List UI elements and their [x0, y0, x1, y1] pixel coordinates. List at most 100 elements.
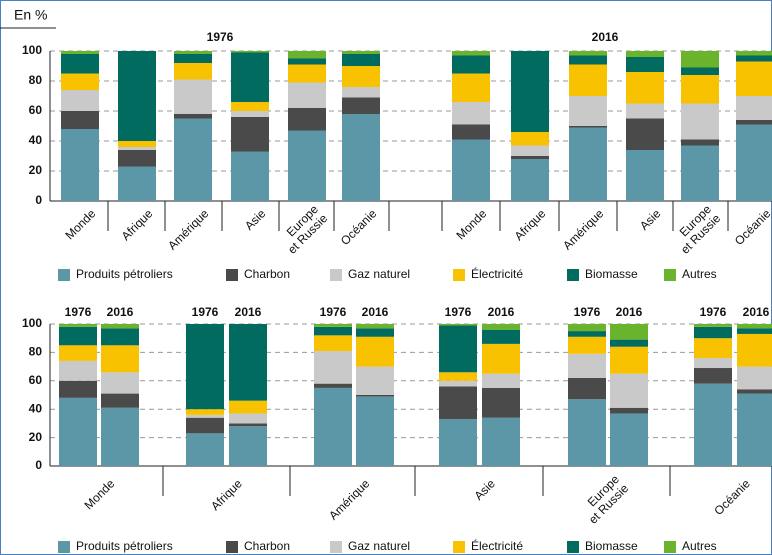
bar-segment — [174, 114, 212, 119]
bar-segment — [229, 400, 267, 414]
bar-segment — [231, 51, 269, 53]
bar-segment — [101, 407, 139, 466]
legend-swatch — [330, 269, 342, 281]
bar-segment — [626, 57, 664, 72]
bar-segment — [569, 126, 607, 128]
bar-segment — [511, 159, 549, 201]
x-tick-label: Amérique — [326, 476, 372, 522]
bar-segment — [61, 111, 99, 129]
year-label: 2016 — [107, 305, 134, 319]
bar-segment — [694, 326, 732, 339]
bar-segment — [737, 333, 772, 367]
y-tick-label: 40 — [29, 133, 43, 147]
x-tick-label: Afrique — [119, 206, 156, 243]
bar-segment — [439, 419, 477, 466]
bar-segment — [626, 150, 664, 201]
bar-segment — [452, 73, 490, 102]
bar-segment — [186, 409, 224, 415]
bar-segment — [59, 380, 97, 398]
bar-segment — [736, 61, 772, 96]
bar-segment — [288, 58, 326, 65]
bar-segment — [61, 73, 99, 90]
bar-segment — [59, 324, 97, 327]
x-tick-label: Océanie — [338, 206, 380, 248]
bar-segment — [452, 55, 490, 74]
legend-swatch — [664, 269, 676, 281]
y-tick-label: 0 — [35, 193, 42, 207]
year-label: 2016 — [488, 305, 515, 319]
x-tick-label: Asie — [637, 206, 664, 233]
bar-segment — [568, 353, 606, 378]
bar-segment — [356, 396, 394, 466]
legend-label: Gaz naturel — [348, 267, 410, 281]
bar-segment — [511, 51, 549, 132]
year-label: 1976 — [65, 305, 92, 319]
x-tick-label: Monde — [454, 206, 490, 242]
bar-segment — [569, 127, 607, 201]
bar-segment — [482, 373, 520, 388]
bar-segment — [482, 324, 520, 330]
legend-label: Biomasse — [585, 267, 638, 281]
bar-segment — [101, 345, 139, 373]
bar-segment — [118, 51, 156, 141]
bar-segment — [568, 324, 606, 332]
year-label: 2016 — [362, 305, 389, 319]
bar-segment — [356, 336, 394, 367]
bar-segment — [101, 393, 139, 408]
year-label: 1976 — [207, 30, 234, 44]
bar-segment — [118, 141, 156, 147]
bar-segment — [186, 433, 224, 466]
bar-segment — [439, 386, 477, 420]
bar-segment — [694, 324, 732, 327]
bar-segment — [439, 325, 477, 373]
bar-segment — [59, 345, 97, 361]
bar-segment — [342, 51, 380, 54]
bar-segment — [694, 383, 732, 466]
bar-segment — [229, 423, 267, 427]
bar-segment — [681, 139, 719, 146]
bar-segment — [101, 324, 139, 329]
bar-segment — [737, 324, 772, 329]
bar-segment — [342, 54, 380, 66]
bar-segment — [452, 102, 490, 125]
bar-segment — [610, 339, 648, 347]
bar-segment — [314, 383, 352, 388]
x-tick-label: Amérique — [165, 206, 211, 252]
bar-segment — [59, 397, 97, 466]
year-label: 2016 — [743, 305, 770, 319]
year-label: 2016 — [235, 305, 262, 319]
bar-segment — [231, 52, 269, 102]
bar-segment — [342, 87, 380, 98]
legend-label: Autres — [682, 267, 717, 281]
bar-segment — [174, 63, 212, 80]
legend-label: Gaz naturel — [348, 539, 410, 553]
bar-segment — [569, 64, 607, 96]
bar-segment — [610, 324, 648, 340]
bar-segment — [231, 111, 269, 117]
legend-swatch — [58, 269, 70, 281]
bar-segment — [314, 387, 352, 466]
legend-label: Électricité — [471, 266, 523, 281]
year-label: 1976 — [700, 305, 727, 319]
legend-swatch — [453, 541, 465, 553]
y-tick-label: 80 — [29, 73, 43, 87]
bar-segment — [229, 413, 267, 424]
bar-segment — [61, 129, 99, 201]
bar-segment — [737, 393, 772, 466]
y-tick-label: 20 — [29, 430, 43, 444]
bar-segment — [610, 373, 648, 408]
bar-segment — [511, 156, 549, 159]
bar-segment — [568, 377, 606, 400]
x-tick-label: Monde — [82, 476, 118, 512]
y-tick-label: 60 — [29, 373, 43, 387]
bar-segment — [681, 145, 719, 201]
bar-segment — [511, 145, 549, 156]
x-tick-label: Monde — [63, 206, 99, 242]
bar-segment — [288, 64, 326, 83]
bar-segment — [118, 166, 156, 201]
y-label: En % — [14, 7, 47, 23]
bar-segment — [231, 151, 269, 201]
legend-label: Biomasse — [585, 539, 638, 553]
year-label: 2016 — [616, 305, 643, 319]
